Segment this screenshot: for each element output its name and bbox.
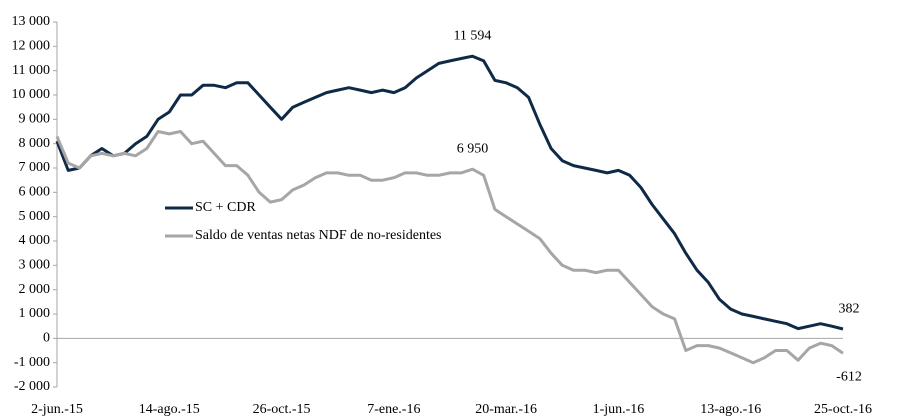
x-tick-label: 25-oct.-16 — [814, 402, 872, 417]
series-line — [55, 54, 844, 331]
y-tick-label: 13 000 — [12, 14, 51, 29]
x-tick-label: 14-ago.-15 — [139, 402, 200, 417]
series-line — [55, 130, 844, 365]
y-tick-label: 4 000 — [19, 233, 51, 248]
y-tick-label: 0 — [43, 331, 50, 346]
x-tick-label: 7-ene.-16 — [367, 402, 420, 417]
data-label: -612 — [836, 369, 862, 384]
y-tick-label: 3 000 — [19, 258, 51, 273]
x-tick-label: 2-jun.-15 — [31, 402, 83, 417]
y-tick-label: 11 000 — [12, 63, 50, 78]
x-tick-label: 20-mar.-16 — [475, 402, 537, 417]
data-label: 382 — [839, 301, 860, 316]
data-label: 11 594 — [453, 28, 491, 43]
y-tick-label: -2 000 — [14, 379, 50, 394]
x-tick-label: 13-ago.-16 — [700, 402, 761, 417]
y-tick-label: 1 000 — [19, 306, 51, 321]
y-tick-label: 5 000 — [19, 209, 51, 224]
x-tick-label: 1-jun.-16 — [593, 402, 645, 417]
legend-label: SC + CDR — [195, 200, 256, 215]
y-tick-label: 8 000 — [19, 136, 51, 151]
y-tick-label: 10 000 — [12, 87, 51, 102]
y-tick-label: 7 000 — [19, 160, 51, 175]
y-tick-label: -1 000 — [14, 355, 50, 370]
y-tick-label: 9 000 — [19, 112, 51, 127]
x-tick-label: 26-oct.-15 — [253, 402, 311, 417]
legend-label: Saldo de ventas netas NDF de no-resident… — [195, 228, 442, 243]
y-tick-label: 2 000 — [19, 282, 51, 297]
y-tick-label: 12 000 — [12, 39, 51, 54]
data-label: 6 950 — [457, 141, 489, 156]
y-tick-label: 6 000 — [19, 185, 51, 200]
